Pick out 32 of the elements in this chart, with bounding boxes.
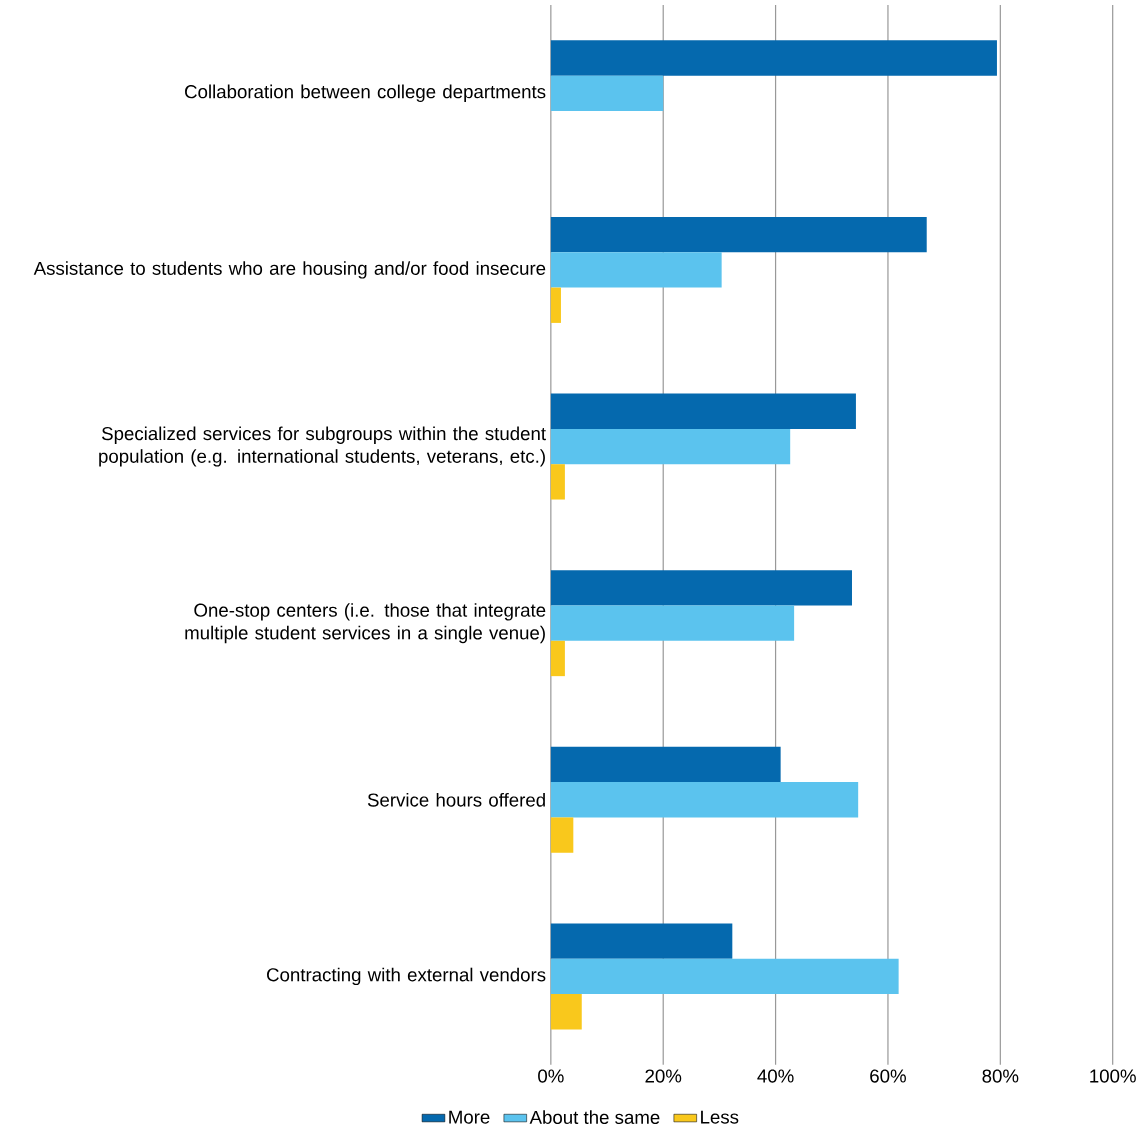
legend-label: About the same bbox=[529, 1110, 660, 1125]
x-tick-label: 0% bbox=[538, 1069, 564, 1083]
bar bbox=[550, 252, 722, 288]
legend-label: Less bbox=[701, 1110, 739, 1124]
x-tick-label: 20% bbox=[645, 1069, 682, 1083]
bar bbox=[550, 640, 565, 677]
bar bbox=[550, 746, 781, 783]
bar bbox=[550, 782, 859, 818]
bar bbox=[550, 923, 733, 959]
y-tick-label: Collaboration between college departments bbox=[185, 84, 546, 103]
y-tick-label: Specialized services for subgroups within the student population (e.g. international students, veterans, etc.) bbox=[99, 426, 546, 467]
y-tick-label: Assistance to students who are housing and/or food insecure bbox=[33, 261, 546, 279]
bar bbox=[550, 40, 997, 76]
y-tick-label: One-stop centers (i.e. those that integrate multiple student services in a single venue) bbox=[185, 603, 546, 644]
bar bbox=[550, 464, 565, 500]
y-tick-label: Service hours offered bbox=[367, 793, 545, 807]
bar bbox=[550, 429, 791, 465]
x-tick-label: 80% bbox=[982, 1069, 1019, 1083]
bar bbox=[550, 817, 574, 853]
bar bbox=[550, 605, 795, 641]
x-tick-label: 100% bbox=[1090, 1069, 1136, 1083]
y-tick-label: Contracting with external vendors bbox=[267, 967, 546, 986]
bar bbox=[550, 217, 927, 253]
bar bbox=[550, 287, 561, 324]
bar bbox=[550, 958, 899, 995]
bar bbox=[550, 570, 852, 606]
bar bbox=[550, 393, 856, 430]
x-tick-label: 60% bbox=[870, 1069, 906, 1083]
x-tick-label: 40% bbox=[757, 1069, 794, 1083]
bar bbox=[550, 994, 582, 1030]
bar bbox=[550, 75, 664, 112]
legend-label: More bbox=[449, 1110, 490, 1124]
